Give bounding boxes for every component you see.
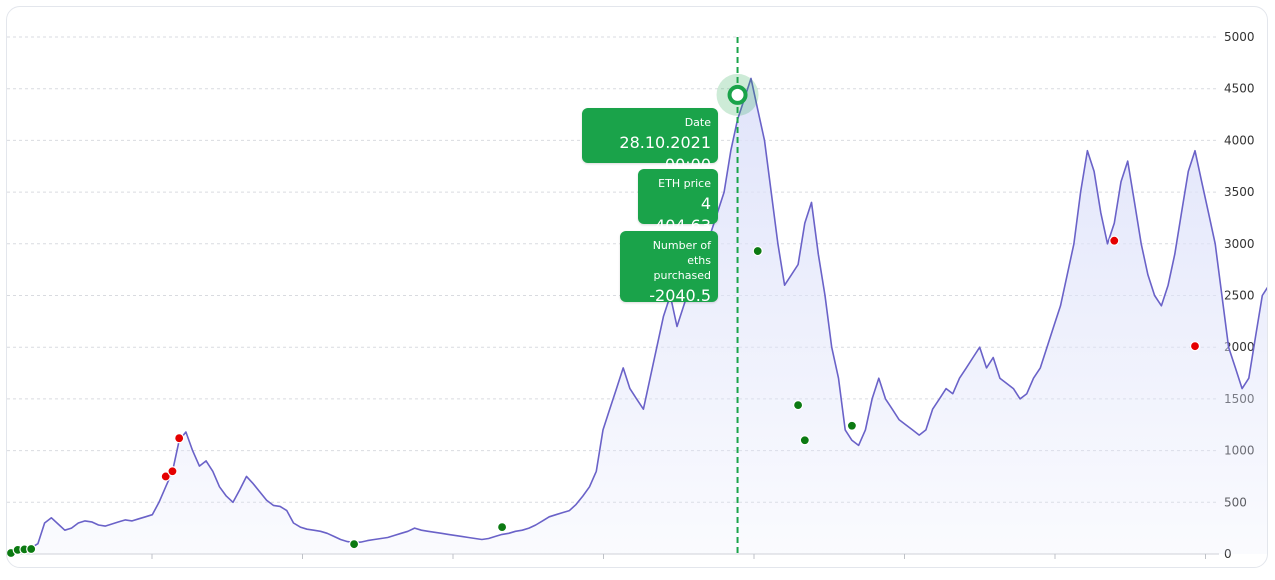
tooltip-price-value: 4 404.63 xyxy=(655,194,711,235)
sell-marker[interactable] xyxy=(160,471,171,482)
highlight-point[interactable] xyxy=(727,84,748,105)
sell-marker[interactable] xyxy=(167,466,178,477)
y-tick-label: 4000 xyxy=(1224,133,1255,147)
tooltip-date: Date 28.10.2021 00:00 xyxy=(582,108,718,174)
y-tick-label: 3500 xyxy=(1224,185,1255,199)
tooltip-purchased-label-1: Number of eths xyxy=(652,239,711,267)
tooltip-purchased-value: -2040.5 xyxy=(649,286,711,305)
buy-marker[interactable] xyxy=(26,543,37,555)
buy-marker[interactable] xyxy=(348,539,360,550)
tooltip-price-label: ETH price xyxy=(658,177,711,190)
y-tick-label: 4500 xyxy=(1224,82,1255,96)
chart-card: 0500100015002000250030003500400045005000… xyxy=(6,6,1268,568)
sell-marker[interactable] xyxy=(1189,341,1201,352)
tooltip-price: ETH price 4 404.63 xyxy=(638,169,718,235)
tooltip-purchased: Number of eths purchased -2040.5 xyxy=(620,231,718,305)
y-tick-label: 2500 xyxy=(1224,289,1255,303)
buy-marker[interactable] xyxy=(496,522,508,533)
buy-marker[interactable] xyxy=(792,400,804,411)
buy-marker[interactable] xyxy=(846,420,858,431)
tooltip-purchased-label-2: purchased xyxy=(653,269,711,282)
sell-marker[interactable] xyxy=(1109,235,1120,246)
sell-marker[interactable] xyxy=(174,433,185,444)
y-tick-label: 5000 xyxy=(1224,30,1255,44)
price-area xyxy=(11,78,1267,554)
buy-marker[interactable] xyxy=(799,435,810,446)
price-line xyxy=(10,77,1267,554)
buy-marker[interactable] xyxy=(752,245,763,257)
tooltip-date-label: Date xyxy=(684,116,711,129)
y-tick-label: 3000 xyxy=(1224,237,1255,251)
y-tick-label: 2000 xyxy=(1224,340,1255,354)
